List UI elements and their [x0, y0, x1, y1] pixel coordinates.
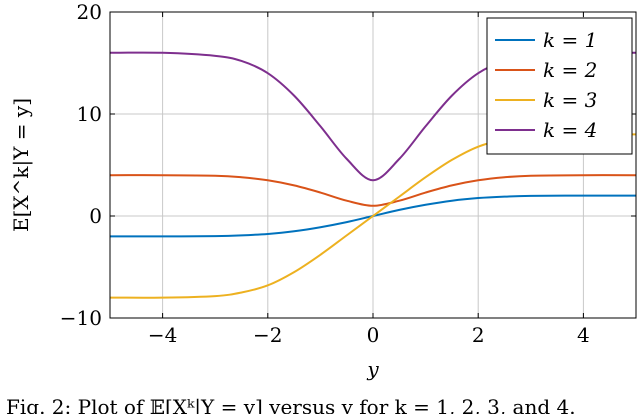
x-axis-label: y [366, 357, 379, 381]
y-tick-label: 20 [77, 0, 102, 24]
x-tick-label: 2 [472, 323, 485, 347]
y-tick-label: 0 [89, 204, 102, 228]
legend-label: k = 1 [543, 28, 597, 52]
legend-label: k = 3 [543, 88, 597, 112]
legend-label: k = 4 [543, 118, 597, 142]
x-tick-label: 4 [577, 323, 590, 347]
y-tick-label: 10 [77, 102, 102, 126]
x-tick-label: 0 [367, 323, 380, 347]
legend-label: k = 2 [543, 58, 597, 82]
x-axis-ticks: −4 −2 0 2 4 [148, 12, 590, 347]
legend: k = 1 k = 2 k = 3 k = 4 [486, 17, 633, 155]
figure-caption: Fig. 2: Plot of 𝔼[Xᵏ|Y = y] versus y for… [6, 395, 576, 414]
x-tick-label: −4 [148, 323, 177, 347]
y-axis-label: E[X^k|Y = y] [9, 98, 34, 232]
y-tick-label: −10 [60, 306, 102, 330]
x-tick-label: −2 [253, 323, 282, 347]
y-axis-ticks: −10 0 10 20 [60, 0, 636, 330]
series-line-k2 [109, 174, 637, 207]
